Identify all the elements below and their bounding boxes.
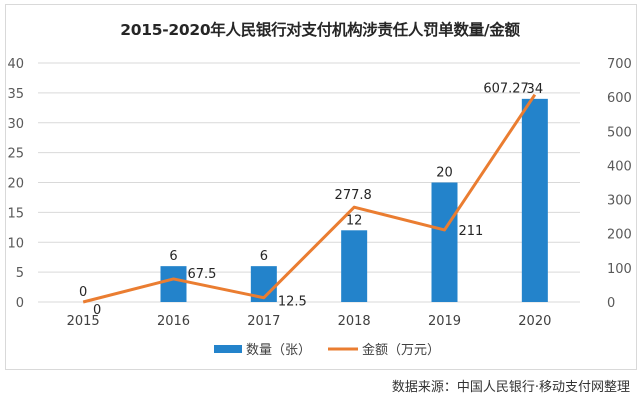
x-axis-tick: 2015 bbox=[67, 314, 100, 329]
bar-label: 34 bbox=[527, 82, 544, 97]
line-label: 12.5 bbox=[278, 295, 307, 310]
right-axis-tick: 500 bbox=[607, 125, 632, 140]
left-axis-tick: 35 bbox=[7, 87, 24, 102]
legend-bar-swatch bbox=[214, 345, 242, 353]
bar-2018 bbox=[341, 230, 368, 302]
bar-2020 bbox=[521, 98, 548, 302]
right-axis-tick: 700 bbox=[607, 57, 632, 72]
bar-label: 12 bbox=[346, 213, 363, 228]
bar-2016 bbox=[160, 266, 187, 302]
bar-label: 0 bbox=[79, 285, 87, 300]
left-axis-tick: 25 bbox=[7, 147, 24, 162]
left-axis-tick: 30 bbox=[7, 117, 24, 132]
right-axis-tick: 400 bbox=[607, 159, 632, 174]
bar-label: 20 bbox=[436, 166, 453, 181]
x-axis-tick: 2020 bbox=[518, 314, 551, 329]
x-axis-tick: 2017 bbox=[247, 314, 280, 329]
bar-label: 6 bbox=[260, 249, 268, 264]
chart-title: 2015-2020年人民银行对支付机构涉责任人罚单数量/金额 bbox=[120, 21, 520, 39]
legend-line-label: 金额（万元） bbox=[362, 342, 440, 358]
legend-bar-label: 数量（张） bbox=[246, 343, 311, 358]
right-axis-tick: 200 bbox=[607, 228, 632, 243]
left-axis-tick: 40 bbox=[7, 57, 24, 72]
left-axis-tick: 15 bbox=[7, 206, 24, 221]
line-label: 607.27 bbox=[483, 82, 529, 97]
source-note: 数据来源：中国人民银行·移动支付网整理 bbox=[391, 380, 630, 395]
x-axis-tick: 2016 bbox=[157, 314, 190, 329]
right-axis-tick: 600 bbox=[607, 91, 632, 106]
line-label: 211 bbox=[459, 224, 484, 239]
x-axis-tick: 2019 bbox=[428, 314, 461, 329]
line-label: 0 bbox=[93, 303, 101, 318]
right-axis-tick: 100 bbox=[607, 262, 632, 277]
x-axis-tick: 2018 bbox=[338, 314, 371, 329]
bar-2019 bbox=[431, 182, 458, 302]
line-label: 277.8 bbox=[335, 188, 372, 203]
amount-line bbox=[82, 93, 537, 304]
left-axis-tick: 5 bbox=[16, 266, 24, 281]
left-axis-tick: 10 bbox=[7, 236, 24, 251]
line-label: 67.5 bbox=[188, 267, 217, 282]
left-axis-tick: 20 bbox=[7, 177, 24, 192]
left-axis-tick: 0 bbox=[16, 296, 24, 311]
right-axis-tick: 300 bbox=[607, 194, 632, 209]
bar-label: 6 bbox=[169, 249, 177, 264]
right-axis-tick: 0 bbox=[607, 296, 615, 311]
